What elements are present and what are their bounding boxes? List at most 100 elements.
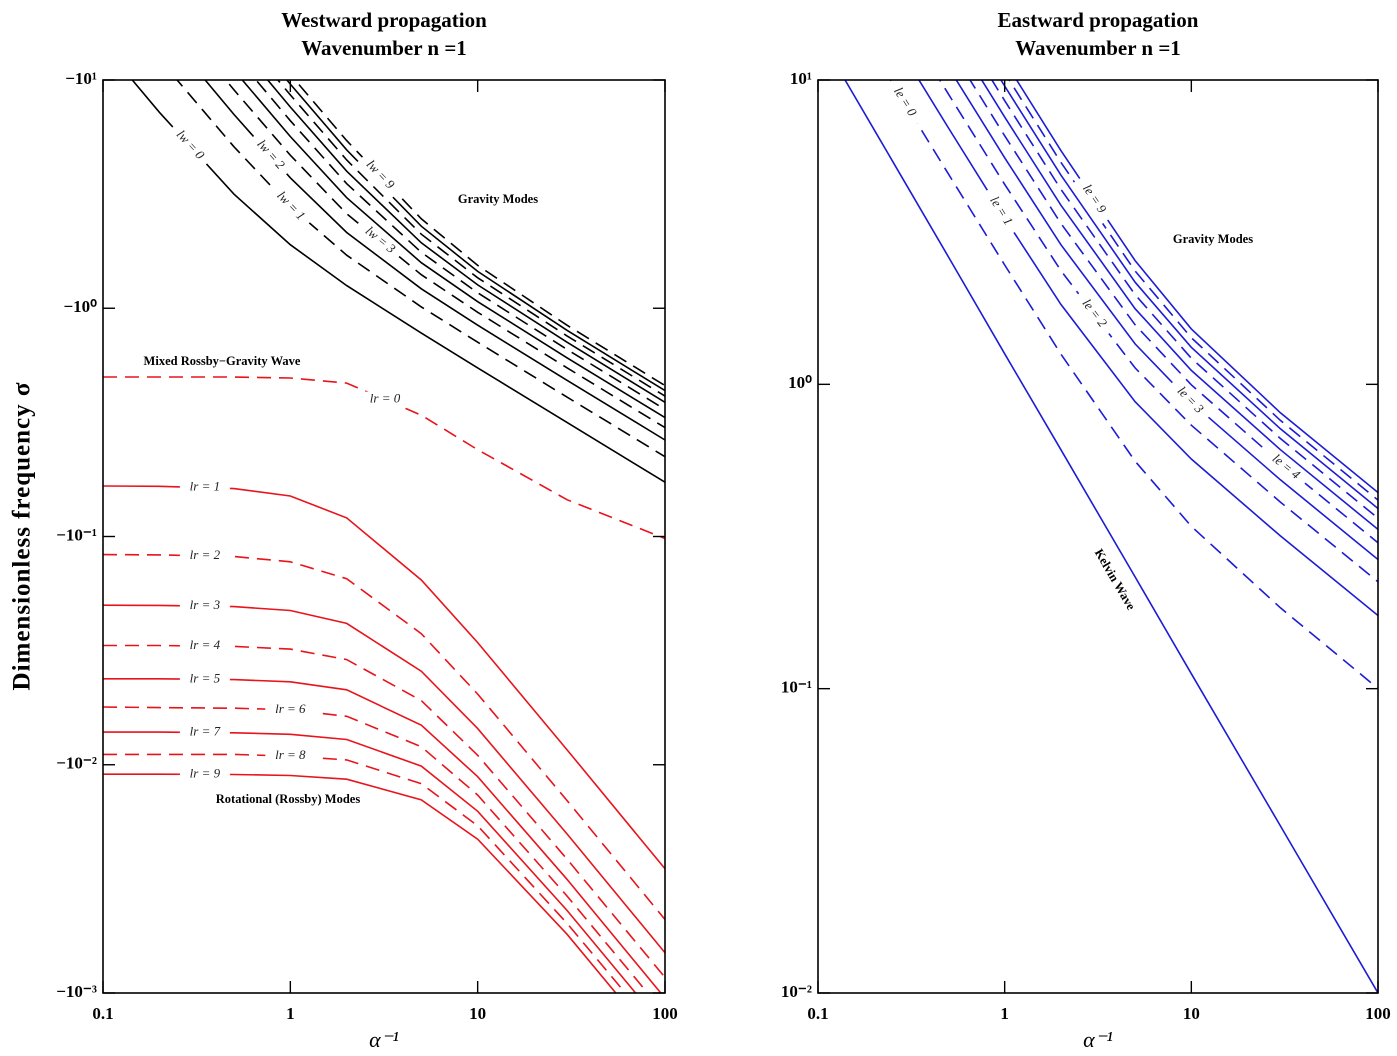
label-background xyxy=(1072,288,1116,339)
y-tick-label: −10⁻¹ xyxy=(56,525,97,544)
annotation: Gravity Modes xyxy=(458,192,538,206)
curve xyxy=(254,80,665,411)
chart-subtitle: Wavenumber n =1 xyxy=(1015,36,1181,60)
curve-label-group: lr = 0 xyxy=(360,391,410,408)
curve-label-group: lw = 9 xyxy=(356,151,403,199)
y-tick-label: 10¹ xyxy=(790,69,812,88)
label-background xyxy=(179,547,230,564)
label-background xyxy=(179,766,230,783)
curve-label-group: lr = 6 xyxy=(265,701,316,718)
curve-label: lr = 0 xyxy=(370,391,401,406)
label-background xyxy=(1166,377,1213,425)
label-background xyxy=(179,638,230,654)
label-background xyxy=(265,701,316,718)
y-tick-label: −10⁻² xyxy=(56,754,97,773)
curve-label-group: lw = 2 xyxy=(247,131,293,180)
curve xyxy=(241,80,665,419)
label-background xyxy=(884,76,925,128)
x-tick-label: 10 xyxy=(1183,1004,1200,1023)
curve-label: lr = 4 xyxy=(190,637,221,652)
curve xyxy=(999,80,1378,510)
y-tick-label: −10¹ xyxy=(65,69,97,88)
annotation: Mixed Rossby−Gravity Wave xyxy=(144,354,301,368)
plot-area xyxy=(844,80,1378,993)
curve-label-group: lw = 3 xyxy=(355,218,405,263)
curve xyxy=(103,753,627,993)
curve-label-group: lw = 0 xyxy=(166,121,213,170)
plot-area xyxy=(103,80,665,993)
curve xyxy=(1008,80,1378,501)
y-tick-label: −10⁰ xyxy=(63,297,97,316)
label-background xyxy=(980,185,1021,237)
curve-label-group: lr = 5 xyxy=(179,670,230,688)
plot-frame xyxy=(817,79,1379,994)
curve-label: lr = 6 xyxy=(275,701,306,716)
x-tick-label: 0.1 xyxy=(807,1004,828,1023)
curve xyxy=(938,80,1378,583)
curve xyxy=(224,80,665,429)
chart-title: Westward propagation xyxy=(281,8,487,32)
curve-label-group: lr = 3 xyxy=(179,597,230,615)
label-background xyxy=(247,131,293,180)
curve xyxy=(844,80,1378,993)
y-tick-label: 10⁻² xyxy=(781,982,812,1001)
label-background xyxy=(166,121,213,170)
curve xyxy=(204,80,665,441)
curve xyxy=(980,80,1378,531)
label-background xyxy=(267,182,314,231)
curve-label-group: le = 1 xyxy=(980,185,1021,237)
curve xyxy=(103,376,665,540)
curve-label-group: lr = 9 xyxy=(179,765,230,783)
curve xyxy=(955,80,1378,561)
x-tick-label: 100 xyxy=(1365,1004,1391,1023)
label-background xyxy=(356,151,403,199)
label-background xyxy=(360,391,410,408)
curve xyxy=(285,80,665,392)
annotation: Rotational (Rossby) Modes xyxy=(216,792,361,806)
curve-label: lr = 3 xyxy=(190,597,221,612)
label-background xyxy=(1261,445,1311,490)
curve-label-group: le = 2 xyxy=(1072,288,1116,339)
curve-label-group: lw = 1 xyxy=(267,182,314,231)
curve-label-group: le = 0 xyxy=(884,76,925,128)
curve xyxy=(103,644,665,978)
curve-label-group: lr = 7 xyxy=(179,723,230,741)
curve-label-group: lr = 1 xyxy=(179,479,230,496)
annotation: Kelvin Wave xyxy=(1092,546,1139,612)
curve xyxy=(918,80,1378,617)
curve-label-group: lr = 4 xyxy=(179,637,230,654)
x-tick-label: 10 xyxy=(469,1004,486,1023)
curve xyxy=(990,80,1378,519)
y-axis-title: Dimensionless frequency σ xyxy=(9,382,36,691)
curve-label-group: lr = 8 xyxy=(265,747,316,765)
label-background xyxy=(265,748,316,765)
curve xyxy=(131,80,665,483)
label-background xyxy=(179,479,230,496)
x-axis-title: α⁻¹ xyxy=(369,1027,399,1052)
x-axis-title: α⁻¹ xyxy=(1083,1027,1113,1052)
curve-label: lr = 9 xyxy=(190,765,221,780)
curve xyxy=(1015,80,1378,494)
x-tick-label: 100 xyxy=(652,1004,678,1023)
x-tick-label: 1 xyxy=(286,1004,295,1023)
label-background xyxy=(179,598,230,615)
curve-label-group: le = 4 xyxy=(1261,445,1311,490)
curve-label: lr = 2 xyxy=(190,547,221,562)
curve xyxy=(103,553,665,921)
annotation: Gravity Modes xyxy=(1173,232,1253,246)
x-tick-label: 0.1 xyxy=(92,1004,113,1023)
x-tick-label: 1 xyxy=(1000,1004,1009,1023)
y-tick-label: 10⁻¹ xyxy=(781,678,812,697)
curve xyxy=(294,80,665,387)
label-background xyxy=(1073,174,1115,225)
y-tick-label: −10⁻³ xyxy=(56,982,97,1001)
curve-label: lr = 1 xyxy=(190,479,220,494)
curve-label: lr = 5 xyxy=(190,670,221,685)
curve xyxy=(103,706,649,993)
chart-subtitle: Wavenumber n =1 xyxy=(301,36,467,60)
label-background xyxy=(355,218,405,263)
curve-label: lr = 7 xyxy=(190,723,221,738)
label-background xyxy=(179,724,230,741)
curve-label: lr = 8 xyxy=(275,747,306,762)
curve xyxy=(176,80,665,458)
